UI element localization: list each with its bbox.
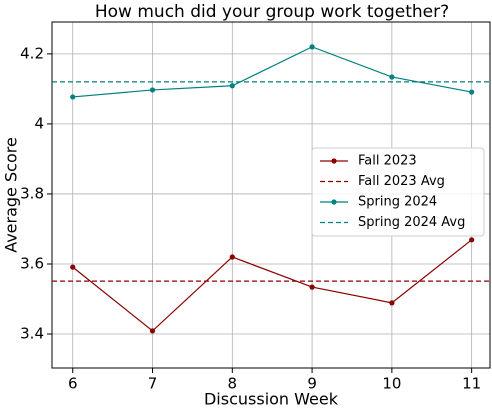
data-point	[309, 44, 315, 50]
x-tick-label: 8	[228, 375, 238, 393]
legend-label: Spring 2024 Avg	[358, 215, 465, 230]
legend-marker	[331, 199, 337, 205]
chart-title: How much did your group work together?	[95, 2, 449, 22]
x-axis-label: Discussion Week	[204, 390, 339, 408]
x-tick-label: 6	[68, 375, 78, 393]
x-tick-label: 7	[148, 375, 158, 393]
y-tick-label: 4.2	[20, 44, 44, 62]
series-line	[72, 46, 472, 98]
data-point	[389, 300, 395, 306]
series-line	[72, 239, 473, 332]
x-tick-label: 11	[462, 375, 481, 393]
data-point	[229, 254, 235, 260]
data-point	[229, 83, 235, 89]
legend-label: Spring 2024	[358, 195, 437, 210]
legend-label: Fall 2023 Avg	[358, 174, 445, 189]
legend-box	[311, 147, 485, 237]
x-tick-label: 10	[382, 375, 401, 393]
x-tick-label: 9	[307, 375, 317, 393]
data-point	[309, 284, 315, 290]
data-point	[469, 237, 475, 243]
data-point	[149, 87, 156, 93]
y-tick-label: 3.6	[20, 254, 44, 272]
data-point	[389, 74, 395, 80]
data-point	[70, 94, 76, 100]
legend-marker	[331, 158, 337, 164]
data-point	[469, 89, 475, 95]
y-tick-label: 4	[34, 114, 44, 132]
data-point	[70, 264, 76, 270]
legend-label: Fall 2023	[358, 154, 417, 169]
y-tick-label: 3.4	[20, 325, 44, 343]
y-axis-label: Average Score	[2, 137, 21, 253]
data-point	[149, 328, 156, 334]
plot-frame	[51, 21, 491, 369]
y-tick-label: 3.8	[20, 184, 44, 202]
